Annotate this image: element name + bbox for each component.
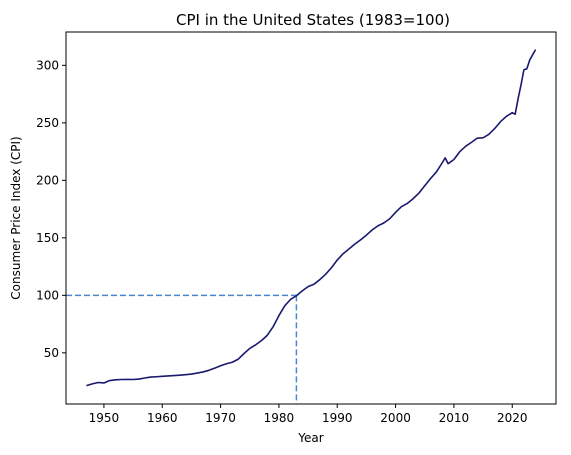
- x-tick-label: 2000: [380, 411, 411, 425]
- x-tick-label: 1960: [147, 411, 178, 425]
- y-tick-label: 200: [36, 173, 59, 187]
- x-axis-label: Year: [297, 431, 323, 445]
- x-tick-label: 2010: [439, 411, 470, 425]
- y-tick-label: 300: [36, 58, 59, 72]
- chart-title: CPI in the United States (1983=100): [176, 11, 450, 29]
- y-tick-label: 250: [36, 116, 59, 130]
- x-tick-label: 2020: [497, 411, 528, 425]
- x-tick-label: 1980: [264, 411, 295, 425]
- y-axis: 50 100 150 200 250 300: [36, 58, 66, 360]
- x-tick-label: 1970: [205, 411, 236, 425]
- x-tick-label: 1990: [322, 411, 353, 425]
- cpi-series-line: [86, 49, 537, 387]
- y-tick-label: 50: [44, 346, 59, 360]
- y-tick-label: 150: [36, 231, 59, 245]
- x-tick-label: 1950: [89, 411, 120, 425]
- plot-area: [66, 49, 537, 404]
- x-axis: 1950 1960 1970 1980 1990 2000 2010 2020: [89, 404, 528, 425]
- plot-frame: [65, 31, 557, 405]
- y-axis-label: Consumer Price Index (CPI): [9, 136, 23, 299]
- y-tick-label: 100: [36, 288, 59, 302]
